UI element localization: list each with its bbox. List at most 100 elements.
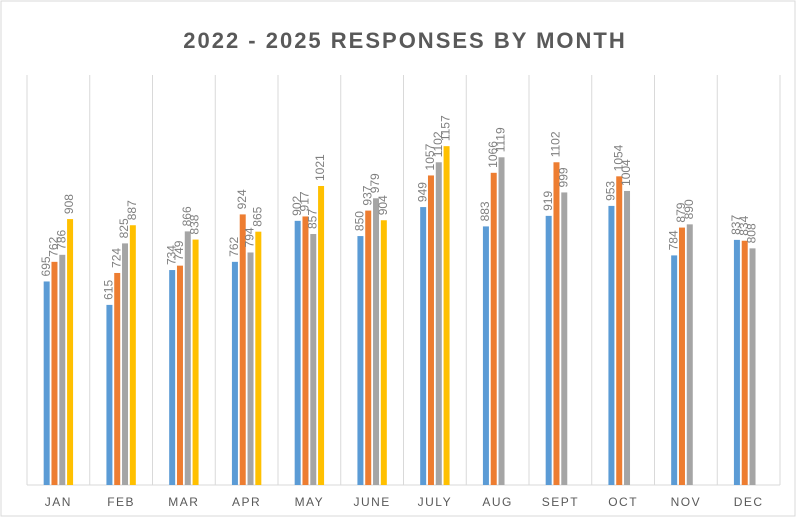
- bar: [443, 146, 450, 485]
- bar: [129, 225, 136, 485]
- bar: [380, 220, 387, 485]
- bar: [247, 252, 254, 485]
- value-label: 749: [172, 240, 186, 260]
- value-label: 850: [353, 211, 367, 231]
- bar: [490, 172, 497, 486]
- value-label: 865: [250, 206, 264, 226]
- bar: [733, 239, 740, 485]
- bar: [294, 220, 301, 486]
- value-label: 949: [415, 182, 429, 202]
- value-label: 837: [729, 215, 743, 235]
- bar: [43, 281, 50, 485]
- value-label: 979: [368, 173, 382, 193]
- value-label: 890: [682, 199, 696, 219]
- value-label: 825: [117, 218, 131, 238]
- bar: [239, 214, 246, 485]
- bar: [122, 243, 129, 485]
- x-tick-label: MAR: [168, 495, 199, 509]
- x-tick-label: OCT: [608, 495, 638, 509]
- value-label: 1119: [494, 127, 508, 152]
- value-label: 879: [674, 202, 688, 222]
- bar: [482, 226, 489, 485]
- value-label: 838: [188, 214, 202, 234]
- bar: [318, 185, 325, 485]
- value-label: 902: [290, 195, 304, 215]
- x-tick-label: DEC: [734, 495, 764, 509]
- value-label: 904: [376, 195, 390, 215]
- bar: [357, 236, 364, 485]
- value-label: 908: [62, 194, 76, 214]
- value-label: 1054: [611, 144, 625, 171]
- bar: [231, 261, 238, 485]
- value-label: 1004: [619, 159, 633, 186]
- value-label: 762: [47, 236, 61, 256]
- x-tick-label: FEB: [107, 495, 135, 509]
- bar: [169, 270, 176, 485]
- bar: [686, 224, 693, 485]
- value-label: 1021: [313, 154, 327, 181]
- value-label: 734: [164, 245, 178, 265]
- bar: [106, 304, 113, 485]
- x-tick-label: JAN: [45, 495, 72, 509]
- value-label: 794: [243, 227, 257, 247]
- value-label: 917: [298, 191, 312, 211]
- bar: [255, 231, 262, 485]
- value-label: 808: [745, 223, 759, 243]
- value-label: 695: [39, 256, 53, 276]
- bar: [373, 198, 380, 486]
- value-label: 999: [556, 167, 570, 187]
- value-label: 1157: [439, 115, 453, 141]
- bar: [561, 192, 568, 485]
- value-label: 1066: [486, 141, 500, 168]
- value-label: 924: [235, 189, 249, 209]
- bar: [624, 190, 631, 485]
- bar: [553, 162, 560, 485]
- value-label: 834: [737, 215, 751, 235]
- bar: [427, 175, 434, 485]
- x-tick-label: APR: [232, 495, 261, 509]
- bar: [192, 239, 199, 485]
- bar: [545, 215, 552, 485]
- value-label: 857: [305, 209, 319, 229]
- bar: [435, 162, 442, 485]
- bar: [114, 272, 121, 485]
- value-label: 1102: [549, 131, 563, 157]
- value-label: 786: [54, 229, 68, 249]
- bar: [365, 210, 372, 486]
- value-label: 615: [102, 280, 116, 300]
- bar: [67, 219, 74, 486]
- bar: [51, 261, 58, 485]
- x-tick-label: AUG: [482, 495, 513, 509]
- value-label: 887: [125, 200, 139, 220]
- bar: [302, 216, 309, 485]
- value-label: 866: [180, 206, 194, 226]
- value-label: 762: [227, 236, 241, 256]
- bar: [616, 176, 623, 486]
- bar: [671, 255, 678, 485]
- bar: [741, 240, 748, 485]
- value-label: 784: [666, 230, 680, 250]
- chart-title: 2022 - 2025 RESPONSES BY MONTH: [183, 28, 627, 53]
- value-label: 937: [360, 185, 374, 205]
- bar: [498, 157, 505, 486]
- bar: [59, 254, 66, 485]
- value-label: 1102: [431, 131, 445, 157]
- x-tick-label: JUNE: [353, 495, 390, 509]
- value-label: 724: [109, 248, 123, 268]
- x-tick-label: SEPT: [542, 495, 579, 509]
- x-tick-label: MAY: [295, 495, 325, 509]
- value-label: 1057: [423, 143, 437, 170]
- bar: [608, 205, 615, 485]
- bar: [176, 265, 183, 485]
- bar: [310, 234, 317, 485]
- bar: [749, 248, 756, 485]
- value-label: 883: [478, 201, 492, 221]
- value-label: 953: [604, 181, 618, 201]
- x-tick-label: JULY: [418, 495, 452, 509]
- bar: [420, 207, 427, 486]
- x-tick-label: NOV: [671, 495, 702, 509]
- bar: [678, 227, 685, 486]
- value-label: 919: [541, 191, 555, 211]
- bar: [184, 231, 191, 485]
